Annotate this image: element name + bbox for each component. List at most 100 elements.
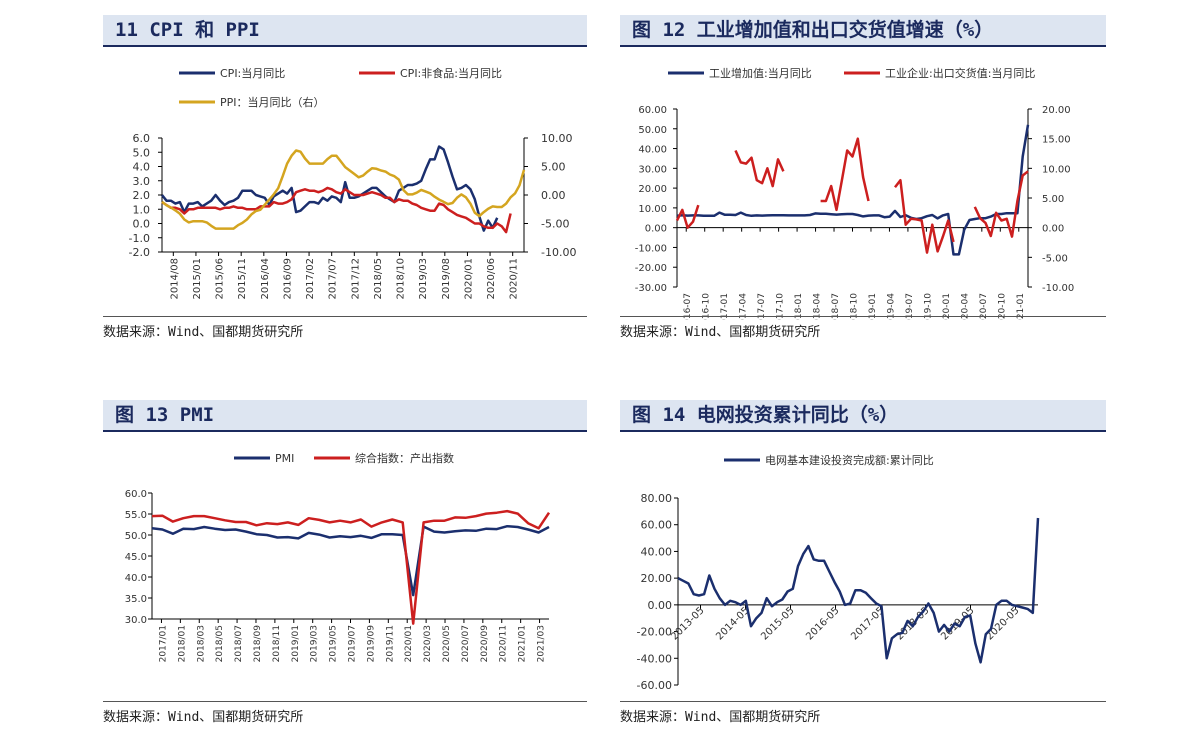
chart-source: 数据来源：Wind、国都期货研究所 [103, 316, 587, 340]
y-tick-label-left: -1.0 [129, 232, 150, 245]
y-tick-label-right: 15.00 [1042, 135, 1071, 146]
x-tick-label: 2018/09 [253, 625, 263, 663]
y-tick-label-left: 1.0 [133, 203, 151, 216]
y-tick-label-left: 40.00 [641, 545, 673, 558]
x-tick-label: 2019/01 [291, 625, 301, 662]
x-tick-label: 2018/03 [196, 625, 206, 662]
y-tick-label-left: -30.00 [635, 283, 667, 294]
chart-source: 数据来源：Wind、国都期货研究所 [620, 316, 1106, 340]
y-tick-label-left: 6.0 [133, 132, 151, 145]
x-tick-label: 2020/01 [463, 258, 474, 300]
legend-label: PMI [275, 452, 294, 465]
y-tick-label-left: 0.00 [648, 599, 673, 612]
x-tick-label: 2018/01 [177, 625, 187, 662]
series-line [161, 149, 526, 230]
y-tick-label-left: 4.0 [133, 161, 151, 174]
x-tick-label: 2019/03 [418, 258, 429, 300]
y-tick-label-right: 10.00 [1042, 164, 1071, 175]
series-line [161, 186, 512, 234]
x-tick-label: 2020/11 [499, 625, 509, 662]
y-tick-label-left: 30.00 [638, 164, 667, 175]
x-tick-label: 2020-04 [960, 293, 970, 320]
y-tick-label-left: -20.00 [635, 263, 667, 274]
chart-title: 图 13 PMI [103, 400, 587, 432]
x-tick-label: 2019-10 [923, 293, 933, 320]
legend-label: 电网基本建设投资完成额:累计同比 [765, 453, 934, 467]
x-tick-label: 2020/06 [486, 258, 497, 300]
x-tick-label: 2020-01 [942, 293, 952, 320]
y-tick-label-right: -5.00 [1042, 253, 1068, 264]
x-tick-label: 2019/11 [385, 625, 395, 662]
x-tick-label: 2017/01 [158, 625, 168, 662]
y-tick-label-right: 5.00 [1042, 194, 1064, 205]
x-tick-label: 2018-10 [850, 293, 860, 320]
x-tick-label: 2020/07 [461, 625, 471, 662]
chart-pmi: PMI 综合指数：产出指数 60.0 55.0 50.0 45.0 40.0 35.0 30.0… [125, 451, 551, 663]
y-tick-label-right: 10.00 [541, 132, 573, 145]
x-tick-label: 2019-04 [886, 293, 896, 320]
y-tick-label-left: 55.0 [125, 510, 147, 521]
x-tick-label: 2014/08 [169, 258, 180, 300]
x-tick-label: 2019/03 [310, 625, 320, 662]
y-tick-label-right: 0.00 [1042, 224, 1064, 235]
x-tick-label: 2020-05 [984, 605, 1021, 642]
legend-label: CPI:当月同比 [220, 66, 285, 80]
x-tick-label: 2018/05 [215, 625, 225, 662]
x-tick-label: 2021/03 [537, 625, 547, 662]
x-tick-label: 2020/05 [442, 625, 452, 662]
y-tick-label-left: -60.00 [637, 679, 672, 692]
x-tick-label: 2019/08 [441, 258, 452, 300]
y-tick-label-left: -10.00 [635, 243, 667, 254]
x-tick-label: 2017/07 [328, 258, 339, 300]
legend-label: PPI：当月同比（右） [220, 95, 325, 109]
series-line [151, 509, 551, 625]
y-tick-label-left: 40.00 [638, 145, 667, 156]
y-tick-label-left: -20.00 [637, 626, 672, 639]
x-tick-label: 2019/09 [366, 625, 376, 663]
legend-label: 工业企业:出口交货值:当月同比 [885, 66, 1035, 80]
x-tick-label: 2018-04 [813, 293, 823, 320]
x-tick-label: 2015/11 [237, 258, 248, 300]
y-tick-label-right: 0.00 [541, 189, 566, 202]
x-tick-label: 2019/07 [348, 625, 358, 662]
x-tick-label: 2013-05 [669, 605, 706, 642]
x-tick-label: 2020/03 [423, 625, 433, 662]
x-tick-label: 2019/05 [329, 625, 339, 662]
y-tick-label-left: 60.00 [641, 519, 673, 532]
x-tick-label: 2017-10 [776, 293, 786, 320]
y-tick-label-left: 20.00 [638, 184, 667, 195]
y-tick-label-left: 80.00 [641, 492, 673, 505]
x-tick-label: 2018/07 [234, 625, 244, 662]
x-tick-label: 2021-01 [1016, 293, 1026, 320]
chart-source: 数据来源：Wind、国都期货研究所 [103, 701, 587, 725]
panel-pmi: 图 13 PMI PMI 综合指数：产出指数 60.0 55.0 50.0 45.0 40.… [103, 400, 587, 725]
chart-grid-investment: 电网基本建设投资完成额:累计同比 80.00 60.00 40.00 20.00 0.00… [637, 453, 1040, 692]
x-tick-label: 2021/01 [518, 625, 528, 662]
y-tick-label-left: 10.00 [638, 204, 667, 215]
series-line [151, 524, 550, 597]
y-tick-label-left: -40.00 [637, 652, 672, 665]
x-tick-label: 2018/10 [396, 258, 407, 300]
y-tick-label-left: 3.0 [133, 175, 151, 188]
series-line [675, 137, 1029, 254]
series-line [677, 517, 1040, 664]
x-tick-label: 2015-05 [759, 605, 796, 642]
panel-cpi-ppi: 11 CPI 和 PPI CPI:当月同比 CPI:非食品:当月同比 PPI：当月同… [103, 15, 587, 345]
y-tick-label-right: 20.00 [1042, 105, 1071, 116]
x-tick-label: 2017-01 [720, 293, 730, 320]
panel-industrial-export: 图 12 工业增加值和出口交货值增速（%） 工业增加值:当月同比 工业企业:出口交… [620, 15, 1106, 345]
y-tick-label-right: -10.00 [541, 246, 576, 259]
x-tick-label: 2016-10 [702, 293, 712, 320]
chart-industrial-export: 工业增加值:当月同比 工业企业:出口交货值:当月同比 60.00 50.00 40.00… [635, 66, 1075, 320]
y-tick-label-left: 50.00 [638, 125, 667, 136]
legend-label: 工业增加值:当月同比 [709, 66, 812, 80]
y-tick-label-left: 0.0 [133, 218, 151, 231]
y-tick-label-left: 0.00 [645, 224, 667, 235]
x-tick-label: 2017/02 [305, 258, 316, 300]
y-tick-label-left: -2.0 [129, 246, 150, 259]
x-tick-label: 2017-07 [757, 293, 767, 320]
x-tick-label: 2017/12 [350, 258, 361, 300]
y-tick-label-left: 30.0 [125, 615, 147, 626]
y-tick-label-left: 35.0 [125, 594, 147, 605]
chart-title: 图 12 工业增加值和出口交货值增速（%） [620, 15, 1106, 47]
